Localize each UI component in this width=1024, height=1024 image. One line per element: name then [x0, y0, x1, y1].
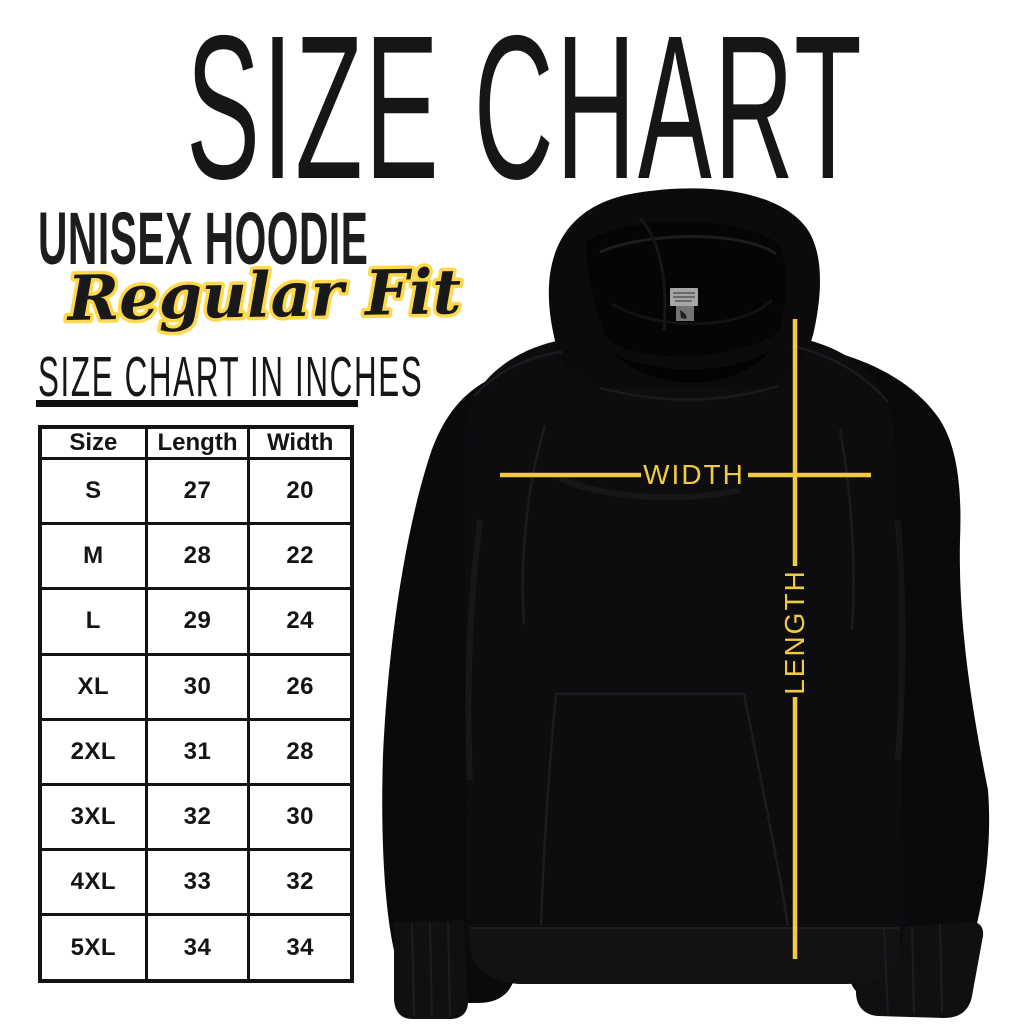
measurement-overlay: WIDTH LENGTH [500, 319, 871, 959]
pocket-seam-right [742, 693, 790, 927]
table-row: S 27 20 [38, 456, 354, 526]
size-cell: 4XL [38, 848, 148, 917]
col-header-width: Width [247, 425, 354, 460]
table-heading: SIZE CHART IN INCHES [38, 344, 423, 408]
size-table: Size Length Width S 27 20 M 28 22 L 29 2… [38, 425, 354, 983]
table-row: L 29 24 [38, 587, 354, 656]
length-cell: 30 [144, 652, 251, 721]
table-row: 5XL 34 34 [38, 913, 354, 983]
title-group: SIZE CHART [186, 0, 864, 222]
width-cell: 26 [247, 652, 354, 721]
length-cell: 32 [144, 782, 251, 852]
hood-fold [599, 235, 777, 256]
table-row: M 28 22 [38, 522, 354, 591]
product-name: UNISEX HOODIE [38, 197, 368, 280]
length-cell: 34 [144, 913, 251, 983]
heading-underline [36, 400, 358, 407]
size-cell: 5XL [38, 913, 148, 983]
length-cell: 27 [144, 456, 251, 526]
width-label: WIDTH [643, 459, 745, 490]
width-cell: 30 [247, 782, 354, 852]
size-cell: L [38, 587, 148, 656]
product-fit: Regular Fit [65, 255, 462, 335]
length-cell: 31 [144, 717, 251, 786]
size-cell: S [38, 456, 148, 526]
width-cell: 28 [247, 717, 354, 786]
table-header-row: Size Length Width [38, 425, 354, 460]
col-header-length: Length [144, 425, 251, 460]
cuff-ribbing [411, 921, 943, 1018]
width-cell: 34 [247, 913, 354, 983]
hood-fold [638, 216, 667, 331]
width-cell: 32 [247, 848, 354, 917]
hoodie-body [464, 336, 903, 984]
length-cell: 29 [144, 587, 251, 656]
width-cell: 20 [247, 456, 354, 526]
product-name-group: UNISEX HOODIE [38, 197, 368, 280]
neck-tag-print [673, 292, 695, 302]
page-title: SIZE CHART [186, 0, 864, 222]
size-cell: XL [38, 652, 148, 721]
table-heading-group: SIZE CHART IN INCHES [38, 344, 423, 408]
hoodie-illustration [382, 188, 990, 1019]
length-cell: 33 [144, 848, 251, 917]
neck-tag-lower [676, 306, 694, 321]
size-cell: 2XL [38, 717, 148, 786]
neckline-seam [599, 384, 779, 401]
size-cell: M [38, 522, 148, 591]
pocket-seam-left [539, 693, 558, 927]
fabric-wrinkles [465, 475, 906, 781]
armhole-seam-left [521, 424, 547, 626]
neck-tag-mark [680, 310, 687, 319]
armhole-seam-right [838, 429, 855, 631]
table-row: 4XL 33 32 [38, 848, 354, 917]
size-cell: 3XL [38, 782, 148, 852]
collar-shadow [614, 350, 770, 383]
pocket-seam [539, 692, 790, 927]
length-cell: 28 [144, 522, 251, 591]
table-row: 2XL 31 28 [38, 717, 354, 786]
width-cell: 24 [247, 587, 354, 656]
hood-fold [611, 298, 774, 326]
col-header-size: Size [38, 425, 148, 460]
length-label: LENGTH [779, 569, 810, 695]
table-row: 3XL 32 30 [38, 782, 354, 852]
shoulder-seam-left [473, 350, 563, 397]
table-row: XL 30 26 [38, 652, 354, 721]
shoulder-seam-right [791, 344, 889, 403]
width-cell: 22 [247, 522, 354, 591]
hoodie-hem-band [470, 928, 900, 984]
garment-seams [473, 344, 889, 631]
